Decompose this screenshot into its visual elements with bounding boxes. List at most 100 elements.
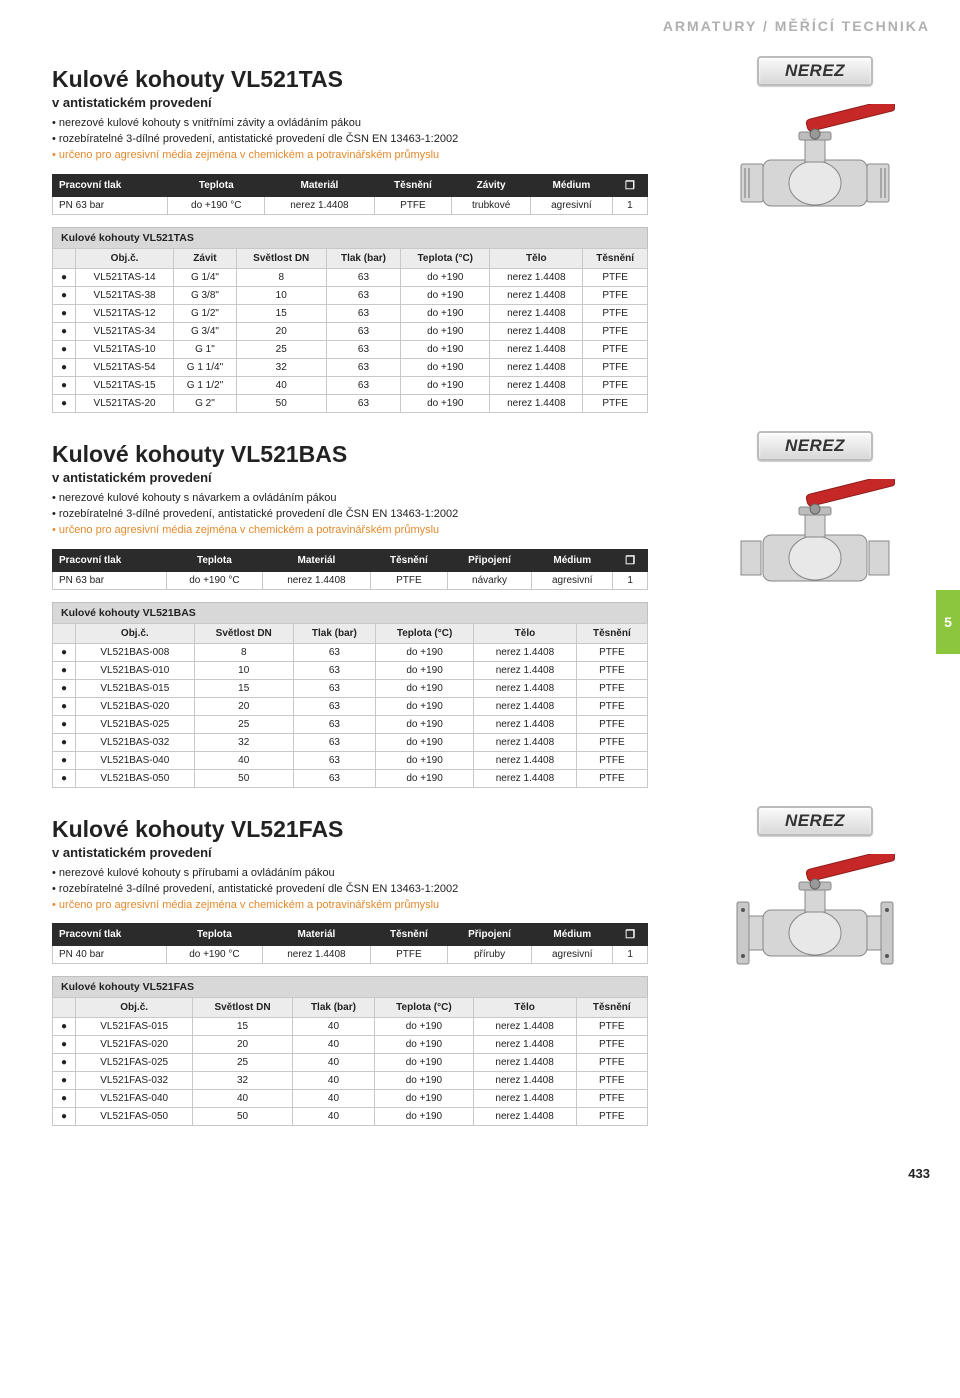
spec-col: Pracovní tlak — [53, 924, 167, 946]
layers-icon — [625, 556, 635, 567]
table-row: ●VL521TAS-54G 1 1/4"3263do +190nerez 1.4… — [53, 358, 648, 376]
table-cell: VL521FAS-032 — [76, 1072, 193, 1090]
data-col: Teplota (°C) — [376, 623, 474, 643]
table-row: ●VL521BAS-0202063do +190nerez 1.4408PTFE — [53, 697, 648, 715]
table-cell: 10 — [236, 286, 326, 304]
table-cell: ● — [53, 358, 76, 376]
table-cell: do +190 — [401, 304, 490, 322]
table-cell: VL521BAS-032 — [76, 733, 195, 751]
spec-col: Teplota — [166, 924, 262, 946]
data-col: Tělo — [490, 248, 583, 268]
table-cell: 63 — [293, 679, 375, 697]
spec-val: PN 40 bar — [53, 946, 167, 964]
table-cell: PTFE — [583, 358, 648, 376]
table-row: ●VL521BAS-0404063do +190nerez 1.4408PTFE — [53, 751, 648, 769]
section-subtitle: v antistatickém provedení — [52, 470, 692, 485]
table-cell: G 1 1/4" — [174, 358, 237, 376]
table-cell: nerez 1.4408 — [473, 1018, 576, 1036]
table-cell: ● — [53, 1090, 76, 1108]
table-cell: nerez 1.4408 — [490, 322, 583, 340]
table-cell: VL521TAS-54 — [76, 358, 174, 376]
table-cell: 40 — [194, 751, 293, 769]
table-cell: do +190 — [375, 1054, 473, 1072]
table-cell: PTFE — [583, 268, 648, 286]
spec-val: nerez 1.4408 — [265, 196, 374, 214]
table-cell: 63 — [293, 715, 375, 733]
table-cell: PTFE — [576, 1072, 647, 1090]
table-cell: 40 — [292, 1108, 374, 1126]
data-table: Kulové kohouty VL521TAS Obj.č.ZávitSvětl… — [52, 227, 648, 413]
data-table: Kulové kohouty VL521BAS Obj.č.Světlost D… — [52, 602, 648, 788]
table-cell: ● — [53, 697, 76, 715]
table-cell: ● — [53, 286, 76, 304]
table-cell: PTFE — [576, 679, 647, 697]
table-caption: Kulové kohouty VL521BAS — [52, 602, 648, 623]
table-cell: 50 — [193, 1108, 292, 1126]
table-cell: do +190 — [376, 769, 474, 787]
spec-val: návarky — [447, 571, 531, 589]
table-cell: ● — [53, 268, 76, 286]
table-cell: nerez 1.4408 — [490, 304, 583, 322]
table-cell: ● — [53, 322, 76, 340]
table-cell: do +190 — [376, 715, 474, 733]
table-cell: ● — [53, 751, 76, 769]
table-cell: 8 — [194, 643, 293, 661]
spec-table: Pracovní tlakTeplotaMateriálTěsněníPřipo… — [52, 923, 648, 964]
bullet: • rozebíratelné 3-dílné provedení, antis… — [52, 132, 692, 148]
table-cell: 63 — [293, 751, 375, 769]
section-bas: Kulové kohouty VL521BAS v antistatickém … — [0, 423, 960, 798]
table-cell: nerez 1.4408 — [490, 358, 583, 376]
section-aside: NEREZ — [710, 431, 920, 788]
spec-val: nerez 1.4408 — [262, 571, 370, 589]
table-cell: PTFE — [576, 1036, 647, 1054]
bullet: • nerezové kulové kohouty s návarkem a o… — [52, 491, 692, 507]
table-cell: ● — [53, 1054, 76, 1072]
bullet: • rozebíratelné 3-dílné provedení, antis… — [52, 507, 692, 523]
table-cell: ● — [53, 715, 76, 733]
spec-col: Závity — [452, 174, 531, 196]
table-cell: PTFE — [576, 1090, 647, 1108]
table-row: ●VL521FAS-0404040do +190nerez 1.4408PTFE — [53, 1090, 648, 1108]
table-cell: do +190 — [375, 1036, 473, 1054]
table-cell: ● — [53, 340, 76, 358]
table-cell: do +190 — [401, 286, 490, 304]
table-cell: nerez 1.4408 — [490, 394, 583, 412]
table-cell: 50 — [194, 769, 293, 787]
spec-table: Pracovní tlakTeplotaMateriálTěsněníPřipo… — [52, 549, 648, 590]
table-cell: 50 — [236, 394, 326, 412]
table-cell: 63 — [326, 286, 401, 304]
spec-col-layers — [613, 924, 648, 946]
spec-col: Těsnění — [370, 924, 447, 946]
section-title: Kulové kohouty VL521BAS — [52, 441, 692, 468]
table-cell: VL521TAS-34 — [76, 322, 174, 340]
table-cell: 63 — [293, 661, 375, 679]
data-col: Teplota (°C) — [375, 998, 473, 1018]
table-cell: 40 — [292, 1090, 374, 1108]
spec-val: agresivní — [532, 571, 613, 589]
spec-col: Materiál — [262, 924, 370, 946]
data-col: Teplota (°C) — [401, 248, 490, 268]
table-cell: VL521BAS-010 — [76, 661, 195, 679]
table-cell: 63 — [326, 304, 401, 322]
data-col: Tělo — [474, 623, 577, 643]
table-cell: 8 — [236, 268, 326, 286]
table-cell: ● — [53, 1072, 76, 1090]
spec-col: Médium — [532, 549, 613, 571]
table-cell: VL521FAS-015 — [76, 1018, 193, 1036]
table-cell: ● — [53, 661, 76, 679]
table-cell: VL521BAS-015 — [76, 679, 195, 697]
table-cell: 40 — [292, 1018, 374, 1036]
table-cell: do +190 — [376, 733, 474, 751]
bullet-accent: • určeno pro agresivní média zejména v c… — [52, 148, 692, 164]
data-col: Světlost DN — [236, 248, 326, 268]
spec-val: příruby — [447, 946, 531, 964]
table-cell: do +190 — [375, 1090, 473, 1108]
table-row: ●VL521TAS-10G 1"2563do +190nerez 1.4408P… — [53, 340, 648, 358]
spec-val: 1 — [612, 196, 647, 214]
table-cell: PTFE — [583, 286, 648, 304]
table-cell: VL521BAS-008 — [76, 643, 195, 661]
spec-val: PTFE — [370, 946, 447, 964]
section-content: Kulové kohouty VL521FAS v antistatickém … — [52, 806, 692, 1127]
table-cell: PTFE — [576, 1018, 647, 1036]
data-col — [53, 998, 76, 1018]
